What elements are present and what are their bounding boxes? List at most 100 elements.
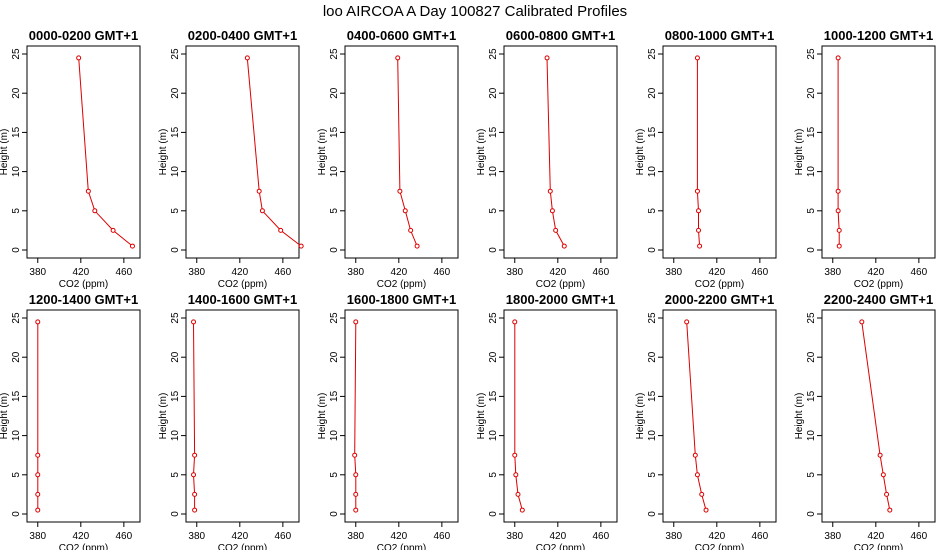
panel-title: 1000-1200 GMT+1	[824, 28, 933, 43]
y-tick-label: 10	[647, 166, 658, 178]
data-point	[244, 55, 250, 61]
data-point	[694, 472, 700, 478]
data-point	[259, 208, 265, 214]
data-point	[835, 208, 841, 214]
x-tick-label: 420	[72, 531, 89, 542]
y-tick-label: 15	[11, 126, 22, 138]
y-tick-label: 15	[647, 126, 658, 138]
plot-frame	[662, 309, 777, 523]
x-axis-label: CO2 (ppm)	[59, 279, 108, 290]
y-tick-label: 10	[11, 166, 22, 178]
x-axis-label: CO2 (ppm)	[59, 543, 108, 550]
profile-line	[546, 57, 565, 247]
x-tick-label: 420	[72, 267, 89, 278]
y-tick-label: 5	[647, 472, 658, 478]
y-tick-label: 25	[488, 48, 499, 60]
plot-frame	[26, 45, 141, 259]
y-axis-label: Height (m)	[317, 393, 328, 440]
y-tick-label: 10	[329, 166, 340, 178]
y-tick-label: 25	[647, 312, 658, 324]
panel-title: 0600-0800 GMT+1	[506, 28, 615, 43]
data-point	[35, 491, 41, 497]
panel-title: 2000-2200 GMT+1	[665, 292, 774, 307]
y-axis-label: Height (m)	[317, 129, 328, 176]
y-tick-label: 20	[329, 351, 340, 363]
y-tick-label: 5	[11, 208, 22, 214]
y-tick-label: 20	[647, 351, 658, 363]
y-tick-label: 20	[488, 87, 499, 99]
x-tick-label: 420	[708, 267, 725, 278]
x-axis-label: CO2 (ppm)	[536, 543, 585, 550]
data-point	[352, 452, 358, 458]
data-point	[544, 55, 550, 61]
data-point	[353, 491, 359, 497]
x-axis-label: CO2 (ppm)	[854, 279, 903, 290]
x-tick-label: 380	[188, 267, 205, 278]
data-point	[353, 319, 359, 325]
y-tick-label: 25	[11, 312, 22, 324]
data-point	[414, 243, 420, 249]
y-axis-label: Height (m)	[635, 393, 646, 440]
data-point	[684, 319, 690, 325]
panels-grid: 0000-0200 GMT+1 0 5 10 15 20 25 380 420 460 CO2 (p…	[0, 28, 936, 550]
x-tick-label: 460	[434, 267, 451, 278]
y-tick-label: 25	[170, 312, 181, 324]
data-point	[880, 472, 886, 478]
data-point	[402, 208, 408, 214]
y-tick-label: 10	[806, 166, 817, 178]
plot-frame	[26, 309, 141, 523]
y-tick-label: 0	[11, 247, 22, 253]
x-tick-label: 420	[390, 531, 407, 542]
x-tick-label: 380	[506, 267, 523, 278]
data-point	[547, 188, 553, 194]
data-point	[703, 507, 709, 513]
x-axis-label: CO2 (ppm)	[854, 543, 903, 550]
data-point	[298, 243, 304, 249]
x-tick-label: 460	[275, 531, 292, 542]
y-tick-label: 0	[647, 247, 658, 253]
data-point	[278, 227, 284, 233]
y-tick-label: 5	[170, 208, 181, 214]
plot-frame	[821, 45, 936, 259]
y-axis-label: Height (m)	[794, 129, 805, 176]
data-point	[549, 208, 555, 214]
y-tick-label: 5	[806, 472, 817, 478]
panel-11: 2000-2200 GMT+1 0 5 10 15 20 25 380 420 460 CO2 (p…	[635, 292, 777, 550]
data-point	[836, 227, 842, 233]
x-tick-label: 460	[116, 267, 133, 278]
x-tick-label: 380	[665, 531, 682, 542]
panel-5: 0800-1000 GMT+1 0 5 10 15 20 25 380 420 460 CO2 (p…	[635, 28, 777, 290]
y-tick-label: 15	[806, 126, 817, 138]
x-tick-label: 420	[867, 531, 884, 542]
y-tick-label: 15	[488, 390, 499, 402]
profile-line	[78, 57, 133, 247]
y-tick-label: 0	[806, 511, 817, 517]
panel-title: 0000-0200 GMT+1	[29, 28, 138, 43]
data-point	[408, 227, 414, 233]
y-tick-label: 0	[806, 247, 817, 253]
y-axis-label: Height (m)	[635, 129, 646, 176]
x-axis-label: CO2 (ppm)	[536, 279, 585, 290]
y-axis-label: Height (m)	[158, 129, 169, 176]
y-tick-label: 25	[11, 48, 22, 60]
x-tick-label: 380	[665, 267, 682, 278]
y-tick-label: 15	[329, 126, 340, 138]
panel-3: 0400-0600 GMT+1 0 5 10 15 20 25 380 420 460 CO2 (p…	[317, 28, 459, 290]
y-tick-label: 5	[647, 208, 658, 214]
y-tick-label: 5	[170, 472, 181, 478]
y-tick-label: 10	[488, 430, 499, 442]
profile-line	[861, 321, 891, 511]
y-tick-label: 15	[329, 390, 340, 402]
panel-title: 1400-1600 GMT+1	[188, 292, 297, 307]
data-point	[192, 452, 198, 458]
y-tick-label: 25	[488, 312, 499, 324]
y-axis-label: Height (m)	[158, 393, 169, 440]
data-point	[696, 227, 702, 233]
x-tick-label: 460	[593, 267, 610, 278]
x-tick-label: 460	[911, 267, 928, 278]
y-tick-label: 0	[329, 247, 340, 253]
y-tick-label: 15	[11, 390, 22, 402]
data-point	[35, 472, 41, 478]
y-tick-label: 15	[488, 126, 499, 138]
x-tick-label: 380	[347, 267, 364, 278]
